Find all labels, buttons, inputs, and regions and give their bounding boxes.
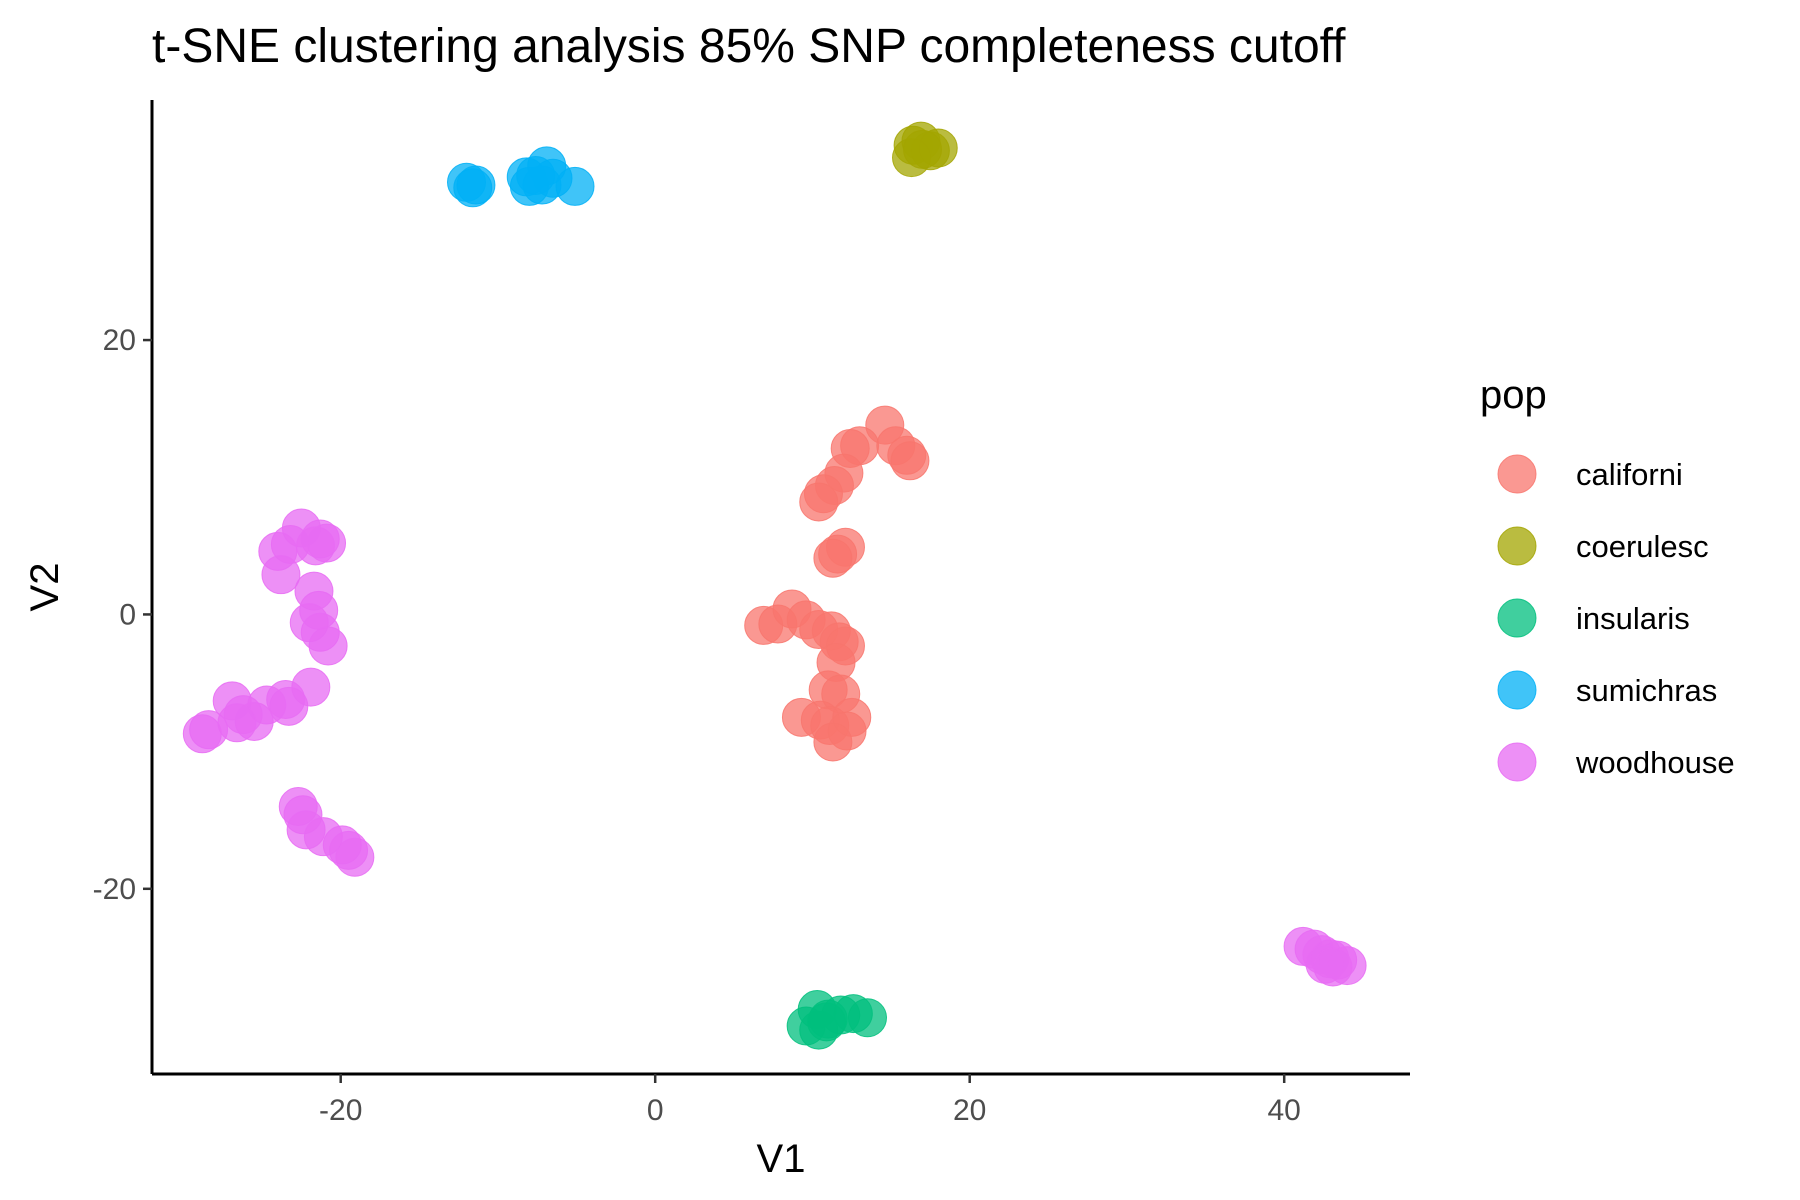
legend-item: woodhouse [1497,742,1735,782]
y-tick-label: -20 [93,873,136,906]
data-point [335,837,375,877]
legend: pop californi coerulesc insularis sumichras… [1480,373,1735,782]
legend-label: coerulesc [1576,529,1709,564]
series-woodhouse [182,508,1367,987]
series-sumichras [447,146,595,208]
legend-key [1497,454,1537,494]
legend-key [1497,742,1537,782]
series-insularis [786,990,887,1050]
data-point [807,1002,847,1042]
y-tick-label: 20 [103,324,136,357]
legend-label: sumichras [1576,673,1717,708]
data-point [509,166,549,206]
legend-item: californi [1497,454,1683,494]
x-ticks: -20 0 20 40 [319,1074,1301,1127]
x-tick-label: 40 [1268,1094,1301,1127]
data-point [813,722,853,762]
y-tick-label: 0 [119,598,136,631]
data-point [261,555,301,595]
axes: -20 0 20 40 -20 0 20 [93,100,1410,1127]
data-point [182,714,222,754]
data-point [453,168,493,208]
series-californi [744,405,930,762]
legend-key [1497,670,1537,710]
legend-label: insularis [1576,601,1690,636]
data-point [296,526,336,566]
y-ticks: -20 0 20 [93,324,152,906]
y-axis-title: V2 [23,563,67,612]
legend-label: californi [1576,457,1683,492]
data-point [890,441,930,481]
data-point [1313,947,1353,987]
legend-item: coerulesc [1497,526,1709,566]
data-point [813,538,853,578]
x-axis-title: V1 [757,1137,806,1181]
data-point [308,626,348,666]
x-tick-label: -20 [319,1094,362,1127]
legend-title: pop [1480,373,1547,417]
legend-key [1497,598,1537,638]
x-tick-label: 20 [953,1094,986,1127]
legend-key [1497,526,1537,566]
legend-item: sumichras [1497,670,1717,710]
data-point [847,998,887,1038]
series-coerulesc [892,121,958,178]
chart-title: t-SNE clustering analysis 85% SNP comple… [152,20,1346,73]
legend-item: insularis [1497,598,1690,638]
data-point [555,166,595,206]
legend-items: californi coerulesc insularis sumichras wood… [1497,454,1735,782]
data-point [903,129,943,169]
x-tick-label: 0 [647,1094,664,1127]
data-point [799,482,839,522]
legend-label: woodhouse [1575,745,1735,780]
points-layer [182,121,1367,1050]
